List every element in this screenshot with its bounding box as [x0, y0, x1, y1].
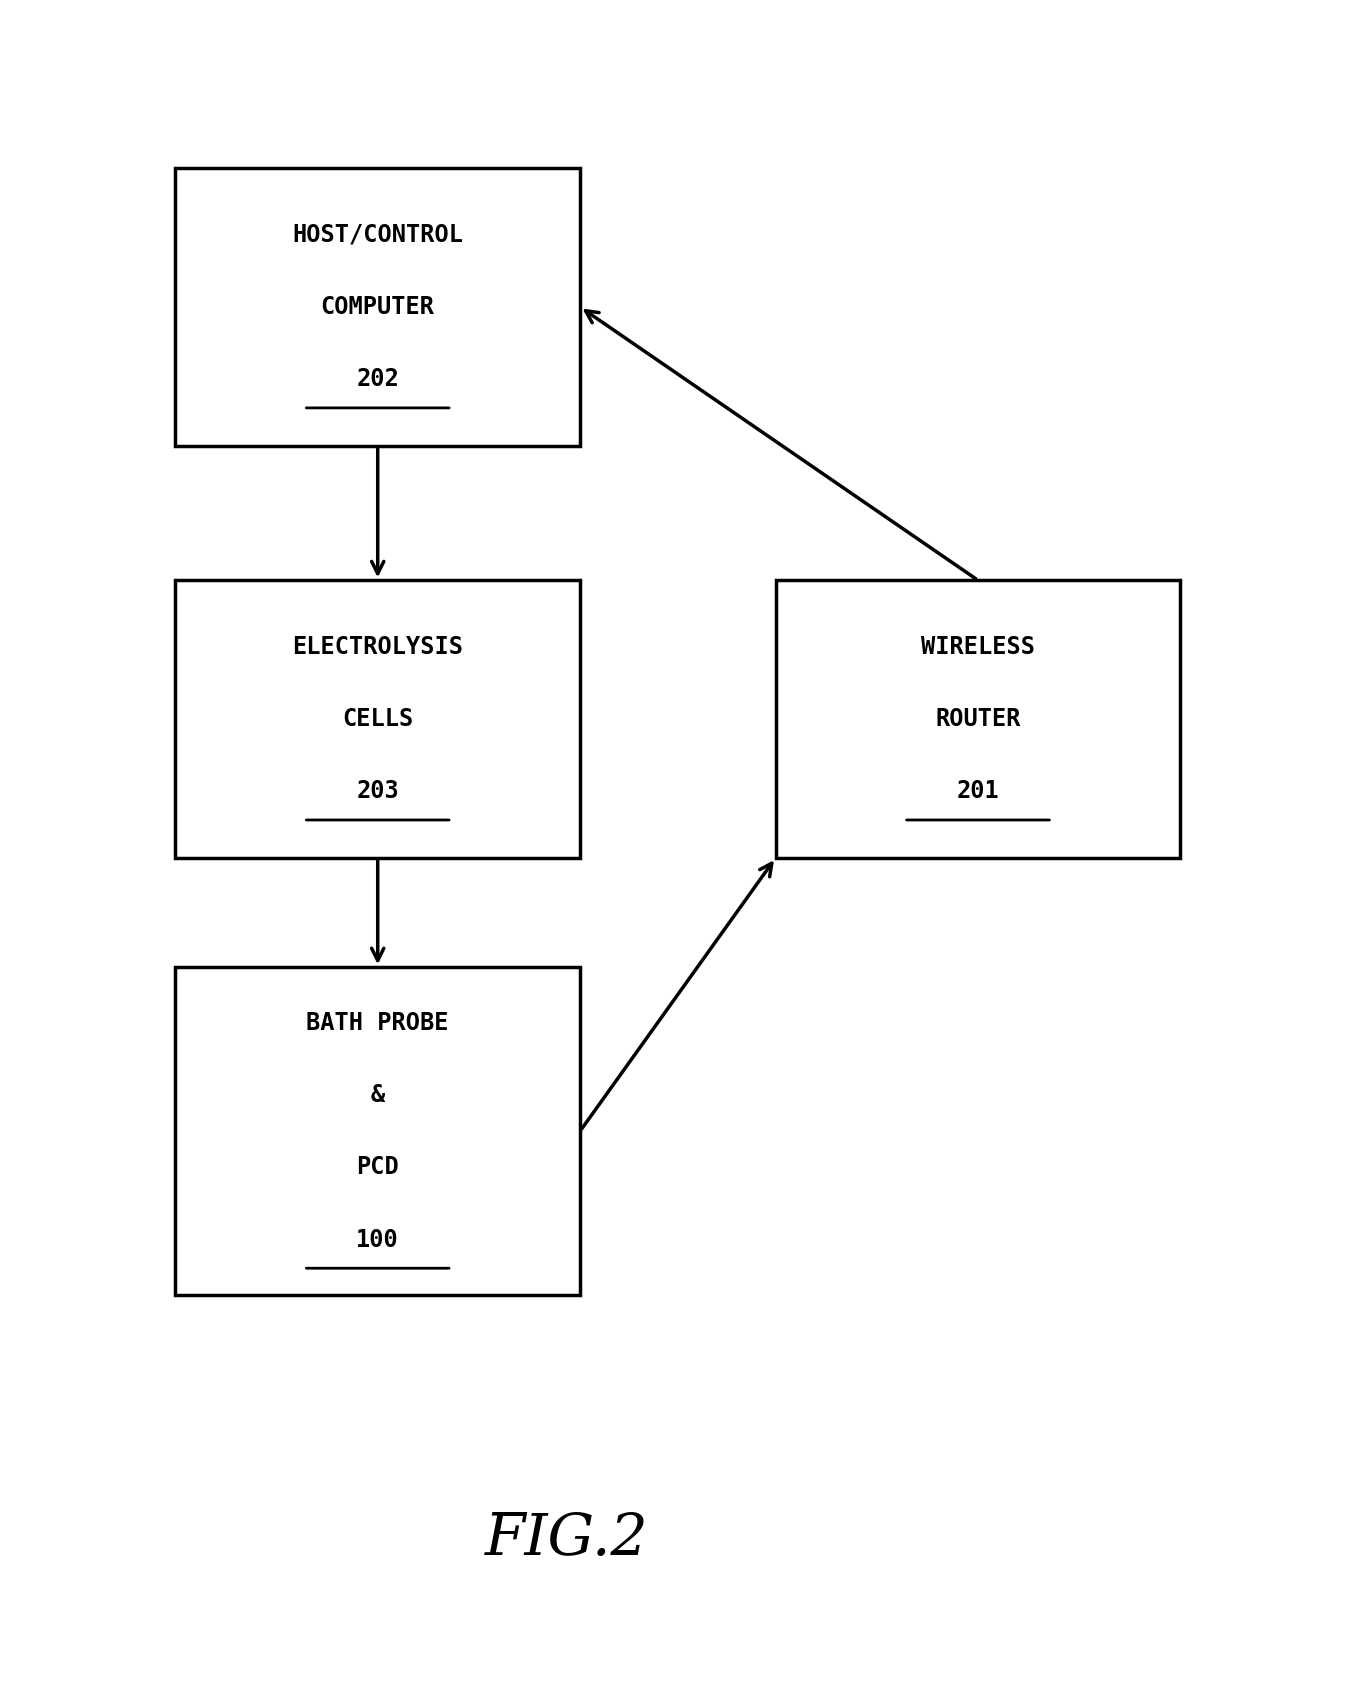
Text: COMPUTER: COMPUTER: [321, 294, 434, 320]
Text: 100: 100: [356, 1228, 399, 1251]
Text: BATH PROBE: BATH PROBE: [306, 1011, 449, 1034]
Text: &: &: [371, 1083, 384, 1107]
Text: PCD: PCD: [356, 1156, 399, 1179]
Text: ROUTER: ROUTER: [935, 706, 1021, 732]
Text: WIRELESS: WIRELESS: [921, 634, 1035, 659]
FancyBboxPatch shape: [175, 967, 580, 1295]
Text: FIG.2: FIG.2: [484, 1510, 649, 1568]
FancyBboxPatch shape: [175, 580, 580, 858]
Text: 202: 202: [356, 367, 399, 392]
Text: 203: 203: [356, 779, 399, 804]
FancyBboxPatch shape: [175, 168, 580, 446]
Text: ELECTROLYSIS: ELECTROLYSIS: [293, 634, 463, 659]
Text: 201: 201: [956, 779, 1000, 804]
Text: CELLS: CELLS: [343, 706, 413, 732]
FancyBboxPatch shape: [776, 580, 1180, 858]
Text: HOST/CONTROL: HOST/CONTROL: [293, 222, 463, 247]
